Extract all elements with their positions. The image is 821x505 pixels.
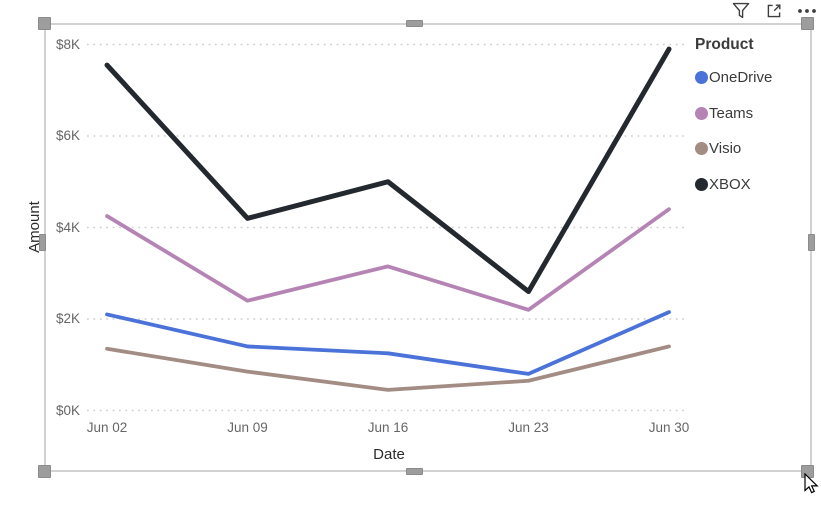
filter-icon[interactable] (729, 0, 753, 22)
y-axis-title: Amount (26, 201, 43, 253)
selection-handle-top-right[interactable] (801, 17, 814, 30)
legend: Product OneDrive Teams Visio XBOX (695, 34, 815, 202)
series-line-onedrive[interactable] (105, 310, 671, 376)
series-line-xbox[interactable] (104, 46, 672, 295)
y-tick-label: $4K (55, 219, 80, 235)
selection-handle-top-left[interactable] (38, 17, 51, 30)
legend-item-visio[interactable]: Visio (695, 131, 815, 167)
legend-item-xbox[interactable]: XBOX (695, 167, 815, 203)
legend-item-onedrive[interactable]: OneDrive (695, 60, 815, 96)
legend-color-dot (695, 71, 708, 85)
legend-color-dot (695, 142, 708, 156)
series-line-teams[interactable] (105, 207, 671, 312)
legend-item-label: XBOX (709, 175, 751, 193)
y-tick-label: $0K (55, 402, 80, 418)
selection-handle-bottom-left[interactable] (38, 465, 51, 478)
x-axis-title: Date (373, 446, 405, 463)
selection-handle-right[interactable] (808, 234, 815, 251)
focus-mode-icon[interactable] (762, 0, 786, 22)
x-tick-label: Jun 16 (367, 420, 409, 435)
legend-color-dot (695, 106, 708, 120)
legend-items: OneDrive Teams Visio XBOX (695, 60, 815, 202)
x-tick-label: Jun 23 (508, 420, 549, 435)
selection-handle-left[interactable] (39, 234, 46, 251)
legend-item-label: Visio (709, 140, 742, 158)
x-tick-label: Jun 02 (86, 420, 128, 435)
legend-color-dot (695, 177, 708, 191)
series-line-visio[interactable] (105, 344, 671, 392)
selection-handle-top[interactable] (406, 20, 423, 27)
legend-item-label: OneDrive (709, 69, 773, 87)
legend-title: Product (695, 36, 754, 53)
selection-handle-bottom[interactable] (406, 468, 423, 475)
more-options-icon[interactable] (795, 0, 819, 22)
legend-item-teams[interactable]: Teams (695, 96, 815, 132)
visual-header-toolbar (729, 0, 819, 22)
y-tick-label: $6K (55, 128, 80, 143)
y-tick-label: $8K (55, 36, 80, 52)
x-tick-label: Jun 09 (227, 420, 268, 435)
y-tick-label: $2K (55, 311, 80, 326)
legend-item-label: Teams (709, 104, 754, 122)
x-tick-label: Jun 30 (648, 420, 690, 435)
